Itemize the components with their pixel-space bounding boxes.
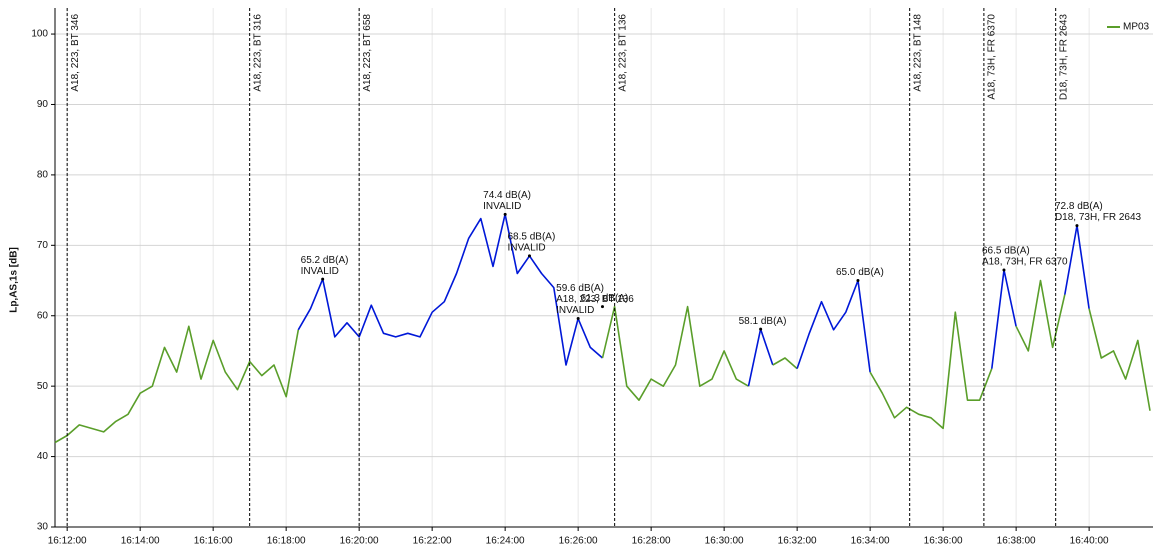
line-piece [297,213,604,366]
y-tick-label: 80 [37,170,49,181]
x-tick-label: 16:12:00 [48,536,87,547]
peak-label: A18, 223, BT 136 [556,294,634,305]
x-tick-label: 16:26:00 [559,536,598,547]
event-label: A18, 73H, FR 6370 [987,14,998,100]
x-tick-label: 16:14:00 [121,536,160,547]
line-piece [796,279,871,373]
x-tick-label: 16:18:00 [267,536,306,547]
peak-label: INVALID [301,266,339,277]
x-tick-label: 16:16:00 [194,536,233,547]
x-tick-label: 16:36:00 [924,536,963,547]
peak-marker [321,277,325,281]
peak-label: 72.8 dB(A) [1055,201,1103,212]
event-label: A18, 223, BT 148 [912,14,923,92]
peak-label: 59.6 dB(A) [556,283,604,294]
y-axis-label: Lp,AS,1s [dB] [9,247,20,313]
x-tick-label: 16:34:00 [851,536,890,547]
line-piece [1064,224,1090,309]
peak-label: 65.2 dB(A) [301,255,349,266]
peak-marker [527,254,531,258]
peak-label: A18, 73H, FR 6370 [982,257,1068,268]
peak-label: 68.5 dB(A) [507,232,555,243]
event-label: D18, 73H, FR 2643 [1058,14,1069,101]
peak-label: 61.3 dB(A) [580,293,628,304]
y-tick-label: 30 [37,522,49,533]
event-label: A18, 223, BT 658 [362,14,373,92]
peak-marker [759,327,763,331]
y-tick-label: 90 [37,99,49,110]
x-tick-label: 16:32:00 [778,536,817,547]
line-piece [772,357,798,370]
peak-marker [856,279,860,283]
y-tick-label: 60 [37,310,49,321]
peak-label: INVALID [556,305,594,316]
x-tick-label: 16:38:00 [997,536,1036,547]
x-tick-label: 16:28:00 [632,536,671,547]
x-tick-label: 16:22:00 [413,536,452,547]
y-tick-label: 50 [37,381,49,392]
peak-marker [1075,224,1079,228]
y-tick-label: 100 [31,29,48,40]
legend-label: MP03 [1123,22,1150,33]
line-piece [869,311,993,430]
peak-marker [600,305,604,309]
peak-label: 66.5 dB(A) [982,246,1030,257]
line-piece [1015,279,1066,352]
y-tick-label: 40 [37,451,49,462]
peak-label: INVALID [483,201,521,212]
event-label: A18, 223, BT 346 [70,14,81,92]
event-label: A18, 223, BT 136 [617,14,628,92]
line-piece [747,328,774,387]
peak-marker [576,317,580,321]
y-tick-label: 70 [37,240,49,251]
x-tick-label: 16:20:00 [340,536,379,547]
peak-label: 74.4 dB(A) [483,190,531,201]
peak-marker [503,212,507,216]
peak-label: INVALID [507,243,545,254]
line-piece [601,305,749,401]
x-tick-label: 16:24:00 [486,536,525,547]
peak-label: D18, 73H, FR 2643 [1055,212,1142,223]
peak-label: 58.1 dB(A) [739,316,787,327]
x-tick-label: 16:40:00 [1070,536,1109,547]
event-label: A18, 223, BT 316 [252,14,263,92]
line-piece [991,269,1017,369]
peak-label: 65.0 dB(A) [836,267,884,278]
x-tick-label: 16:30:00 [705,536,744,547]
peak-marker [1002,268,1006,272]
line-piece [1088,308,1151,411]
line-piece [54,325,300,444]
